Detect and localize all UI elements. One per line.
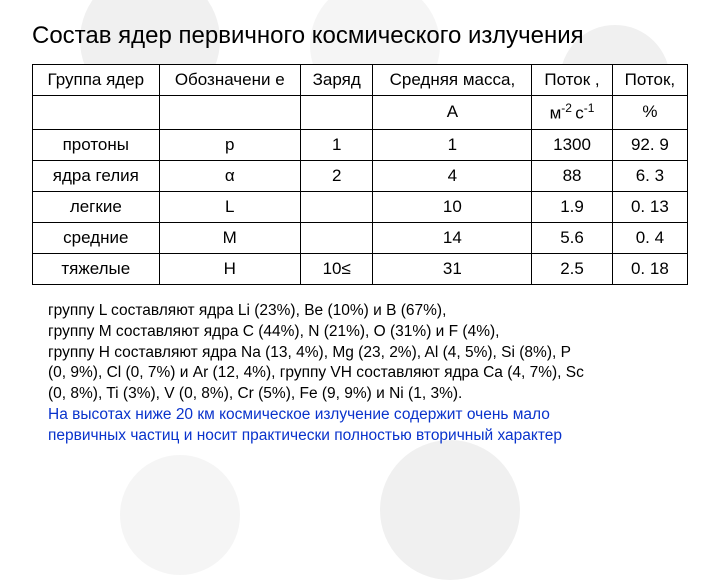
- page-title: Состав ядер первичного космического излу…: [32, 22, 688, 50]
- composition-table: Группа ядер Обозначени е Заряд Средняя м…: [32, 64, 688, 285]
- cell-flux2: 0. 4: [612, 222, 687, 253]
- col-charge: Заряд: [300, 65, 373, 96]
- col-group: Группа ядер: [33, 65, 160, 96]
- cell-desig: α: [159, 160, 300, 191]
- cell-group: тяжелые: [33, 253, 160, 284]
- caption-line: (0, 9%), Cl (0, 7%) и Ar (12, 4%), групп…: [48, 364, 584, 381]
- cell-mass: 4: [373, 160, 532, 191]
- cell-charge: [300, 222, 373, 253]
- col-flux2-unit: %: [612, 96, 687, 130]
- table-header-row-1: Группа ядер Обозначени е Заряд Средняя м…: [33, 65, 688, 96]
- col-mass-unit: A: [373, 96, 532, 130]
- table-row: протоны p 1 1 1300 92. 9: [33, 129, 688, 160]
- cell-flux2: 0. 13: [612, 191, 687, 222]
- caption-line: (0, 8%), Ti (3%), V (0, 8%), Cr (5%), Fe…: [48, 385, 462, 402]
- cell-mass: 10: [373, 191, 532, 222]
- col-flux2: Поток,: [612, 65, 687, 96]
- caption-line: группу L составляют ядра Li (23%), Be (1…: [48, 302, 446, 319]
- caption-line: группу H составляют ядра Na (13, 4%), Mg…: [48, 344, 571, 361]
- col-flux1: Поток ,: [532, 65, 612, 96]
- cell-desig: p: [159, 129, 300, 160]
- cell-flux1: 1.9: [532, 191, 612, 222]
- cell-group: протоны: [33, 129, 160, 160]
- col-designation: Обозначени е: [159, 65, 300, 96]
- cell-desig: M: [159, 222, 300, 253]
- cell-flux2: 92. 9: [612, 129, 687, 160]
- col-mass: Средняя масса,: [373, 65, 532, 96]
- cell-mass: 31: [373, 253, 532, 284]
- cell-flux1: 2.5: [532, 253, 612, 284]
- table-header-row-2: A м-2 с-1 %: [33, 96, 688, 130]
- cell-flux1: 1300: [532, 129, 612, 160]
- cell-charge: 10≤: [300, 253, 373, 284]
- caption-line-blue: На высотах ниже 20 км космическое излуче…: [48, 406, 550, 423]
- cell-flux1: 5.6: [532, 222, 612, 253]
- cell-charge: 2: [300, 160, 373, 191]
- cell-group: легкие: [33, 191, 160, 222]
- table-row: средние M 14 5.6 0. 4: [33, 222, 688, 253]
- composition-caption: группу L составляют ядра Li (23%), Be (1…: [32, 301, 688, 447]
- cell-flux2: 0. 18: [612, 253, 687, 284]
- cell-group: средние: [33, 222, 160, 253]
- table-row: легкие L 10 1.9 0. 13: [33, 191, 688, 222]
- cell-flux2: 6. 3: [612, 160, 687, 191]
- cell-mass: 1: [373, 129, 532, 160]
- table-row: ядра гелия α 2 4 88 6. 3: [33, 160, 688, 191]
- cell-desig: L: [159, 191, 300, 222]
- col-group-unit: [33, 96, 160, 130]
- cell-flux1: 88: [532, 160, 612, 191]
- cell-group: ядра гелия: [33, 160, 160, 191]
- cell-charge: [300, 191, 373, 222]
- caption-line: группу M составляют ядра C (44%), N (21%…: [48, 323, 499, 340]
- cell-desig: H: [159, 253, 300, 284]
- col-flux1-unit: м-2 с-1: [532, 96, 612, 130]
- table-row: тяжелые H 10≤ 31 2.5 0. 18: [33, 253, 688, 284]
- caption-line-blue: первичных частиц и носит практически пол…: [48, 427, 562, 444]
- cell-mass: 14: [373, 222, 532, 253]
- col-designation-unit: [159, 96, 300, 130]
- col-charge-unit: [300, 96, 373, 130]
- cell-charge: 1: [300, 129, 373, 160]
